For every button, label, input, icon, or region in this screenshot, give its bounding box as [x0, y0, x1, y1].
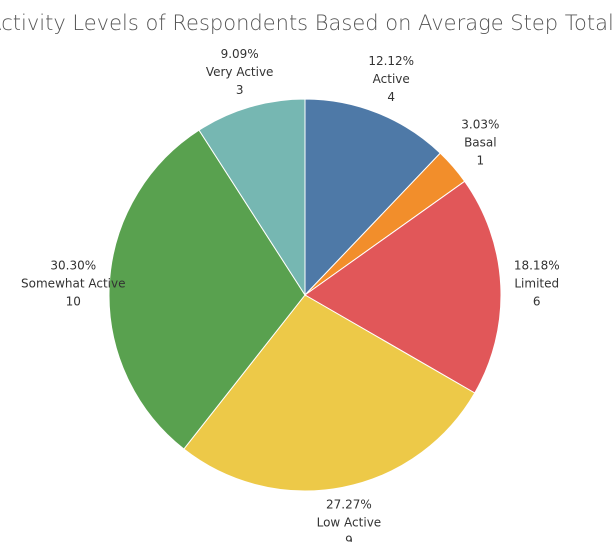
percent-label: 3.03%: [461, 118, 499, 132]
value-label: 3: [236, 83, 244, 97]
percent-label: 12.12%: [368, 54, 414, 68]
percent-label: 9.09%: [221, 47, 259, 61]
pie-slice: [183, 294, 476, 492]
percent-label: 30.30%: [50, 258, 96, 272]
category-label: Low Active: [317, 515, 382, 529]
category-label: Very Active: [206, 65, 274, 79]
pie-slice: [304, 98, 441, 297]
value-label: 9: [345, 533, 353, 542]
chart-title: Activity Levels of Respondents Based on …: [0, 11, 613, 35]
percent-label: 18.18%: [514, 258, 560, 272]
percent-label: 27.27%: [326, 497, 372, 511]
category-label: Limited: [514, 276, 559, 290]
value-label: 1: [477, 154, 485, 168]
category-label: Basal: [464, 136, 497, 150]
pie-slice: [198, 98, 306, 297]
pie-slice: [108, 129, 306, 450]
category-label: Somewhat Active: [21, 276, 125, 290]
value-label: 6: [533, 294, 541, 308]
value-label: 4: [387, 90, 395, 104]
pie-slice: [304, 180, 502, 394]
category-label: Active: [373, 72, 410, 86]
value-label: 10: [66, 294, 81, 308]
